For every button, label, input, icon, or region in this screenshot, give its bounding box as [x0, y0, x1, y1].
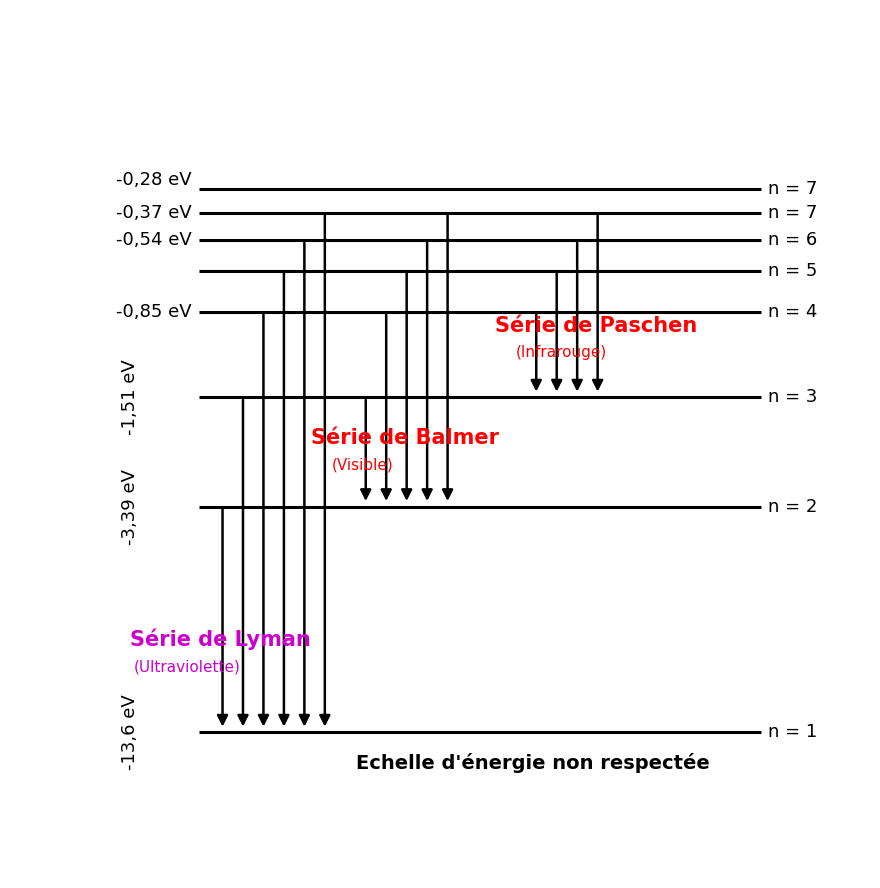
Text: Série de Lyman: Série de Lyman [130, 629, 312, 650]
Text: n = 7: n = 7 [768, 203, 818, 221]
Text: Echelle d'énergie non respectée: Echelle d'énergie non respectée [356, 753, 709, 773]
Text: -1,51 eV: -1,51 eV [121, 360, 139, 435]
Text: -0,85 eV: -0,85 eV [116, 303, 192, 321]
Text: Série de Balmer: Série de Balmer [312, 428, 499, 448]
Text: (Ultraviolette): (Ultraviolette) [134, 659, 241, 674]
Text: n = 5: n = 5 [768, 262, 818, 280]
Text: Série de Paschen: Série de Paschen [495, 315, 698, 336]
Text: n = 2: n = 2 [768, 497, 818, 516]
Text: n = 6: n = 6 [768, 231, 818, 249]
Text: (Infrarouge): (Infrarouge) [516, 345, 607, 360]
Text: -0,37 eV: -0,37 eV [116, 203, 192, 221]
Text: -13,6 eV: -13,6 eV [121, 694, 139, 770]
Text: -0,28 eV: -0,28 eV [116, 170, 192, 188]
Text: n = 7: n = 7 [768, 179, 818, 198]
Text: n = 1: n = 1 [768, 723, 818, 741]
Text: n = 4: n = 4 [768, 303, 818, 321]
Text: -3,39 eV: -3,39 eV [121, 469, 139, 544]
Text: (Visible): (Visible) [332, 457, 393, 472]
Text: -0,54 eV: -0,54 eV [116, 231, 192, 249]
Text: n = 3: n = 3 [768, 388, 818, 406]
